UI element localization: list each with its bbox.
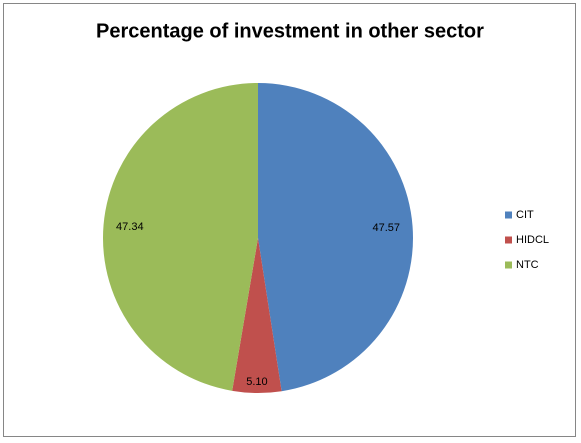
pie-slice — [232, 238, 282, 393]
legend-label: HIDCL — [516, 234, 549, 246]
legend-swatch — [505, 211, 512, 219]
pie-slice — [258, 83, 413, 392]
pie-slice — [103, 83, 258, 391]
data-label: 5.10 — [246, 376, 267, 388]
data-label: 47.34 — [116, 221, 144, 233]
chart-title: Percentage of investment in other sector — [96, 20, 484, 42]
legend-label: NTC — [516, 259, 539, 271]
legend-swatch — [505, 236, 512, 244]
legend-label: CIT — [516, 209, 534, 221]
legend-swatch — [505, 261, 512, 269]
data-label: 47.57 — [373, 222, 401, 234]
